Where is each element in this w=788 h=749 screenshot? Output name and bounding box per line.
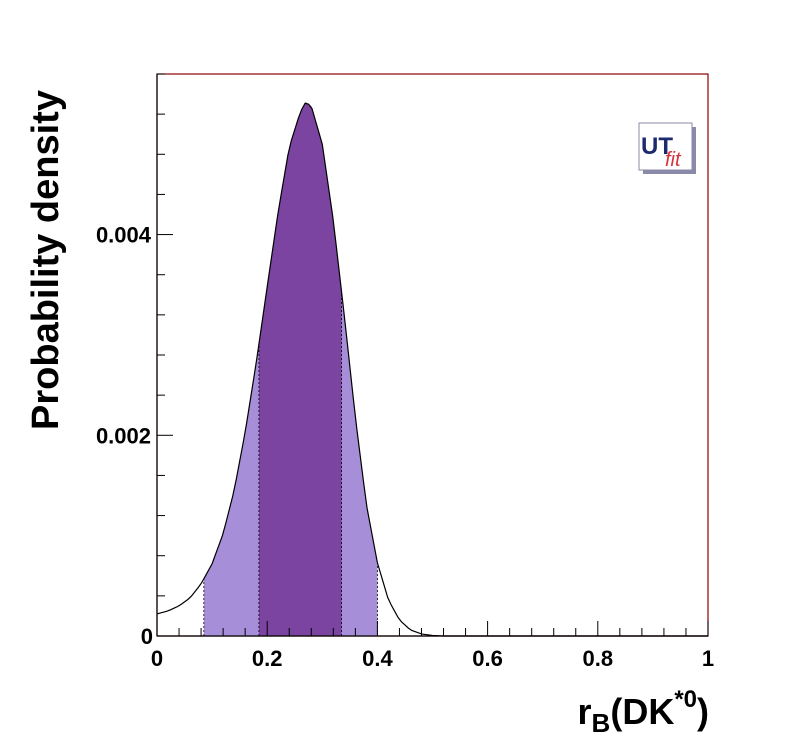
logo-text-main: UT <box>641 133 673 160</box>
x-tick-label: 0.4 <box>362 646 393 671</box>
x-tick-label: 0.2 <box>252 646 283 671</box>
utfit-logo: UT fit <box>638 122 696 174</box>
interval-areas <box>203 102 378 637</box>
y-axis-title: Probability density <box>25 90 67 430</box>
x-tick-label: 0.6 <box>472 646 503 671</box>
axes <box>156 73 709 637</box>
y-tick-label: 0 <box>141 624 153 649</box>
tick-labels: 0 0.2 0.4 0.6 0.8 1 0 0.002 0.004 <box>96 223 714 671</box>
x-tick-label: 1 <box>702 646 714 671</box>
x-tick-label: 0 <box>151 646 163 671</box>
logo-text-sub: fit <box>665 149 682 171</box>
y-tick-label: 0.004 <box>96 223 152 248</box>
interval-area-68 <box>258 102 342 637</box>
y-tick-label: 0.002 <box>96 423 151 448</box>
x-axis-title: rB(DK*0) <box>578 686 709 738</box>
x-tick-label: 0.8 <box>583 646 614 671</box>
